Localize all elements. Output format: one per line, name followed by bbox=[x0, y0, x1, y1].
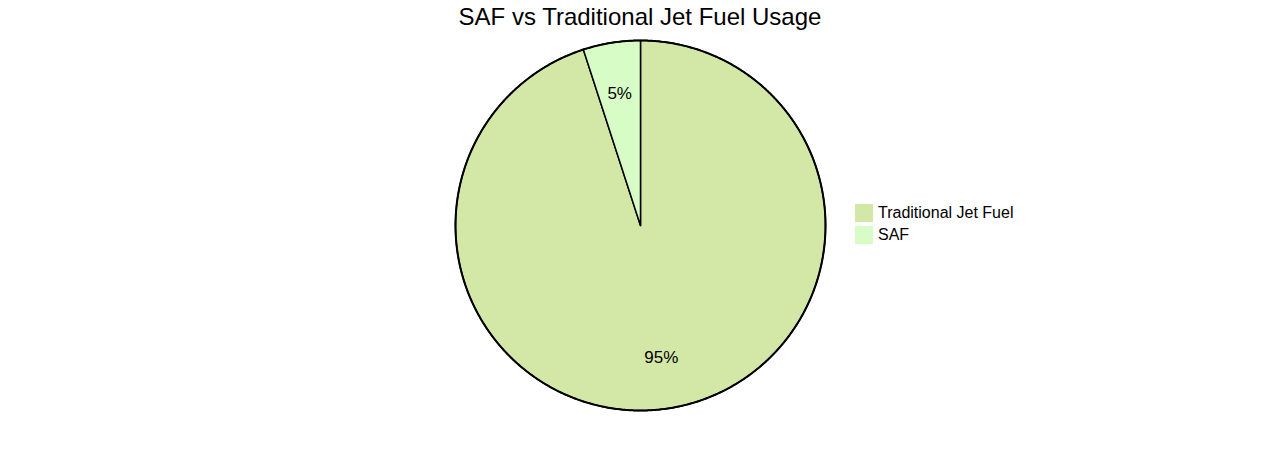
svg-text:95%: 95% bbox=[644, 348, 678, 367]
html-text:SAF vs Traditional Jet Fuel Us: SAF vs Traditional Jet Fuel Usage bbox=[458, 3, 822, 30]
html-text:Traditional Jet Fuel: Traditional Jet Fuel bbox=[878, 204, 1014, 221]
html-text:SAF: SAF bbox=[878, 226, 910, 243]
svg-text:5%: 5% bbox=[607, 84, 632, 103]
